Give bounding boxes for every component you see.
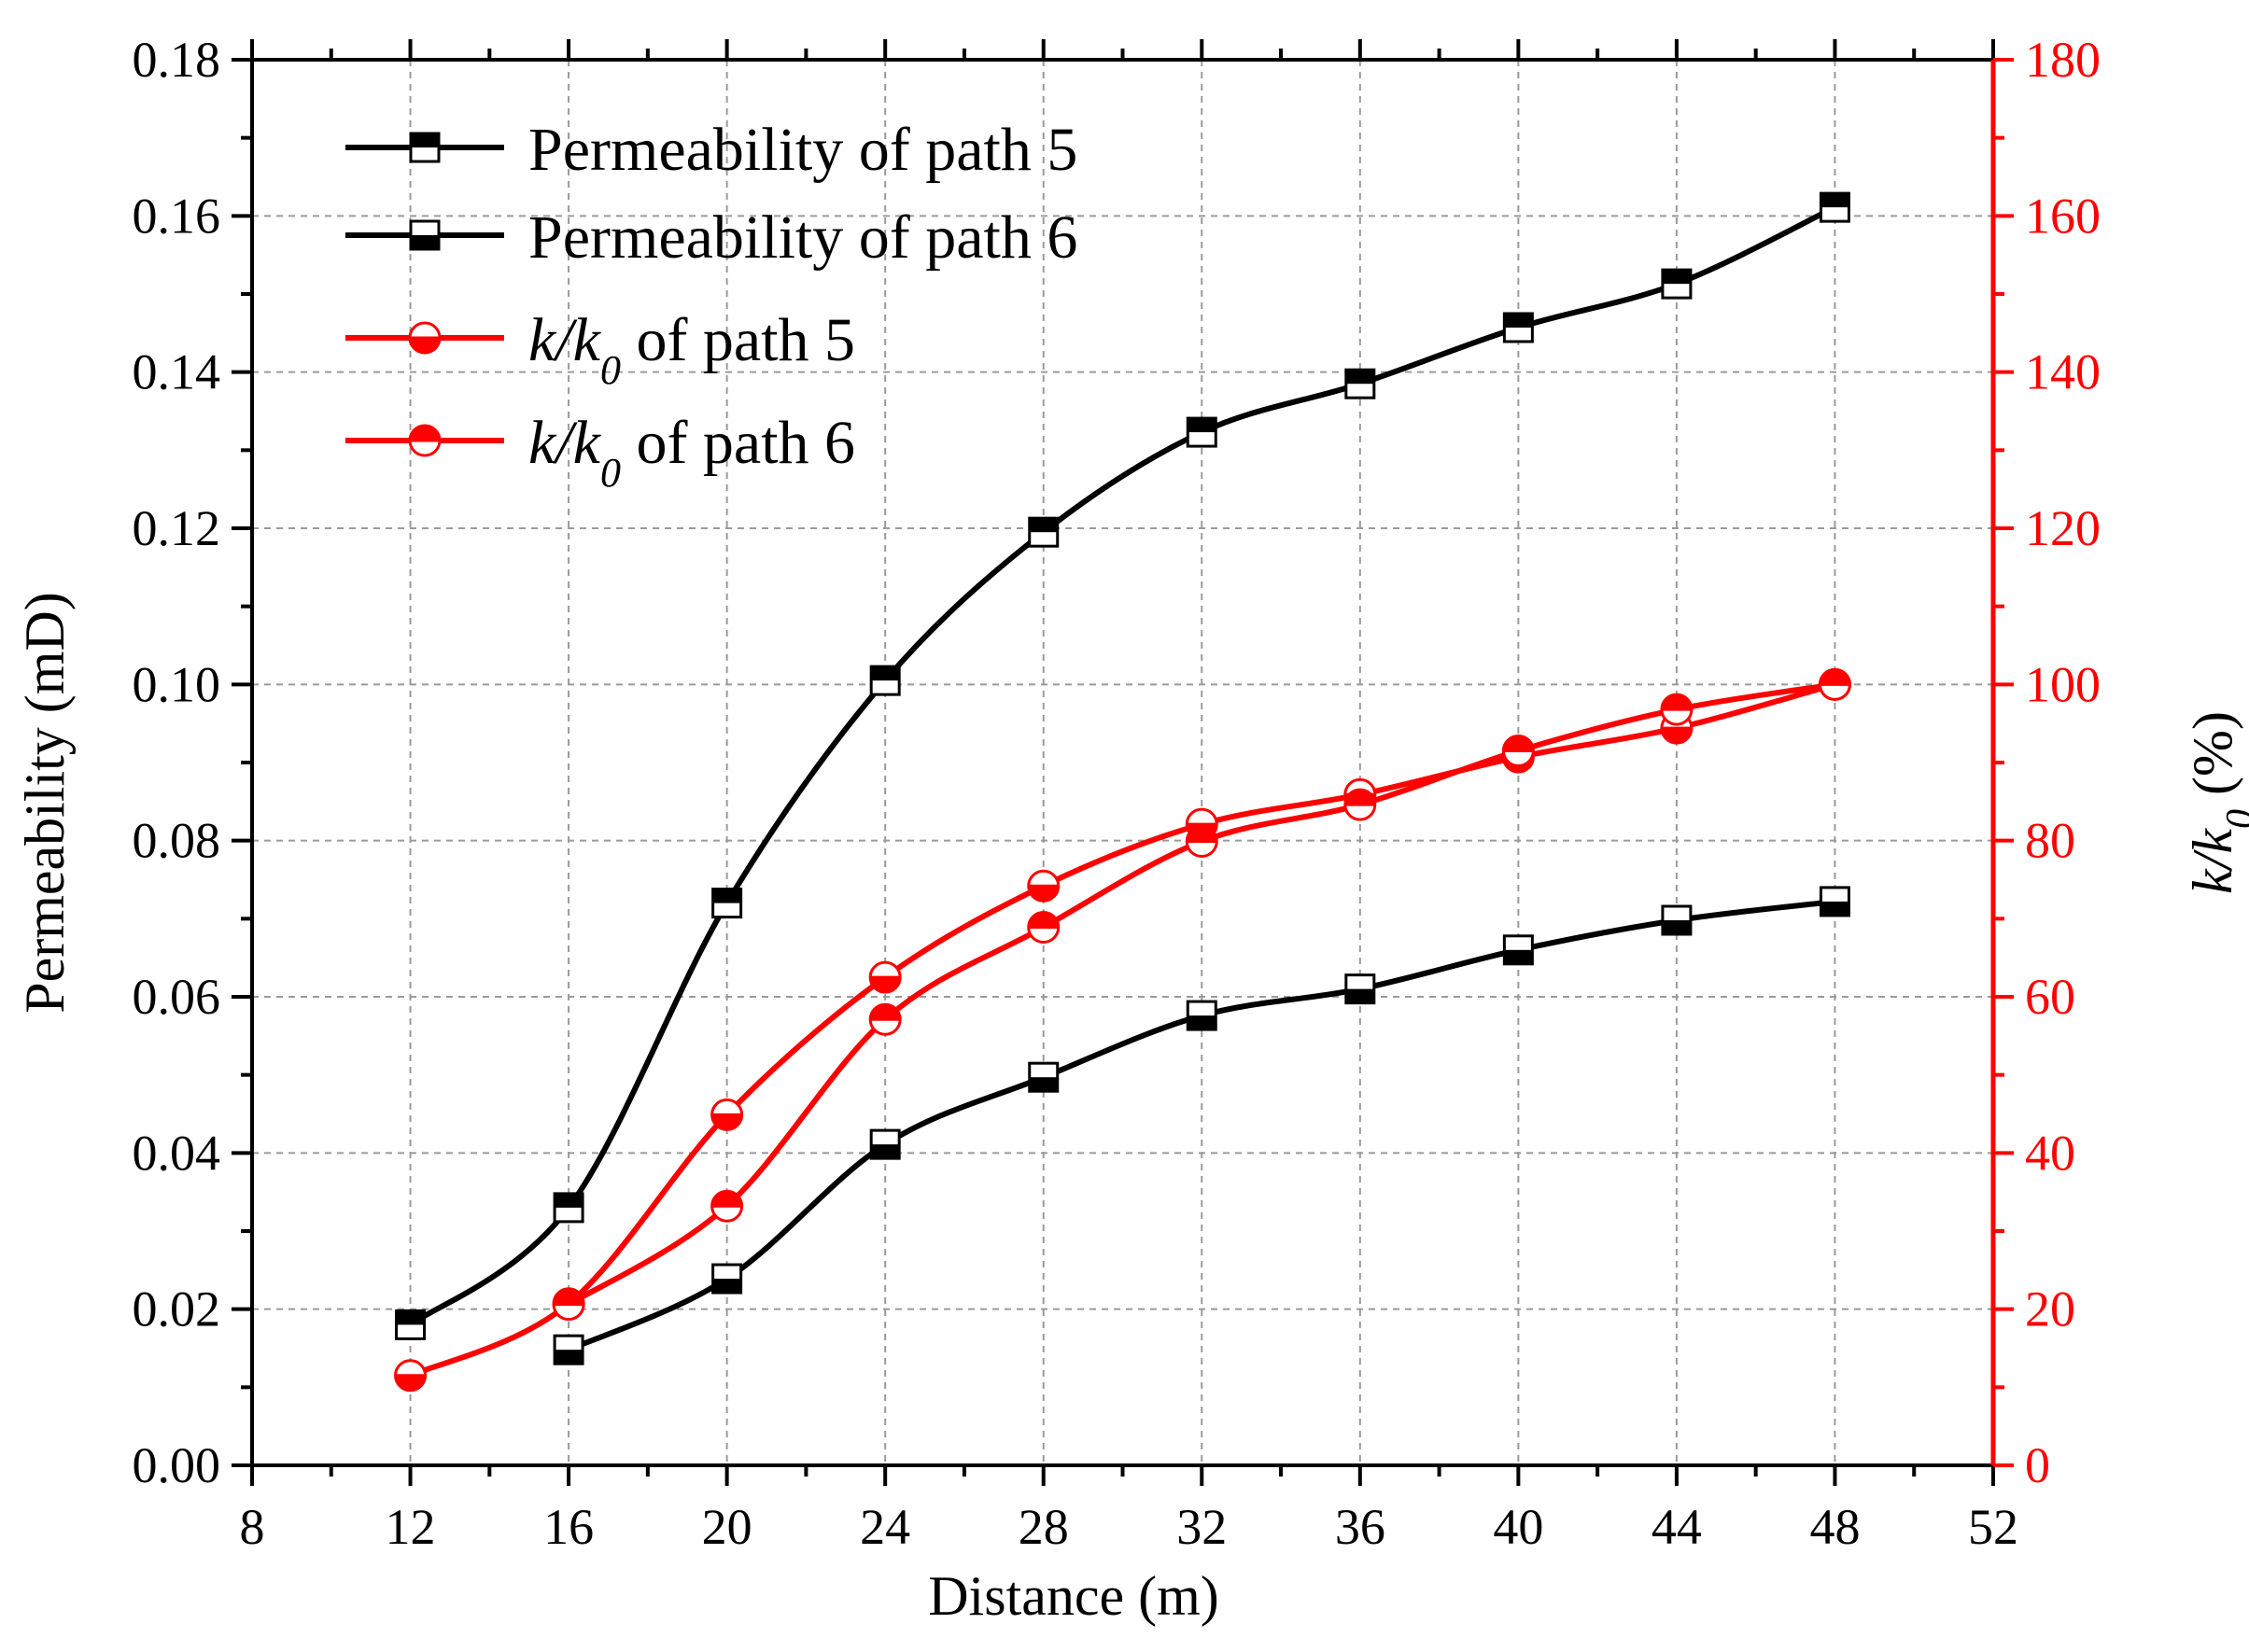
y-right-tick-label: 180 — [2025, 32, 2101, 88]
y-right-tick-label: 80 — [2025, 813, 2075, 869]
data-point-series-3 — [1027, 869, 1061, 903]
data-point-series-2 — [1186, 1000, 1217, 1031]
y-axis-right-title-k: k/k — [2182, 828, 2243, 894]
data-point-series-4 — [1660, 693, 1694, 726]
data-point-series-4 — [552, 1288, 585, 1322]
legend-label-2: Permeability of path 6 — [528, 203, 1077, 272]
y-left-tick-label: 0.18 — [133, 32, 221, 88]
y-left-tick-label: 0.14 — [133, 344, 221, 400]
y-axis-left-title: Permeability (mD) — [14, 592, 76, 1014]
data-point-series-2 — [869, 1128, 901, 1160]
y-axis-right-title: k/k0 (%) — [2182, 711, 2249, 894]
data-point-series-1 — [1819, 191, 1850, 223]
data-point-series-3 — [868, 960, 902, 994]
y-right-tick-label: 120 — [2025, 500, 2101, 556]
data-point-series-2 — [711, 1263, 743, 1295]
y-left-tick-label: 0.16 — [133, 188, 221, 244]
y-left-tick-label: 0.00 — [133, 1437, 221, 1493]
y-left-tick-label: 0.12 — [133, 500, 221, 556]
data-point-series-4 — [710, 1189, 744, 1223]
x-tick-label: 44 — [1652, 1499, 1702, 1555]
legend-marker-2 — [409, 219, 441, 251]
x-axis-title: Distance (m) — [928, 1565, 1219, 1627]
y-left-tick-label: 0.10 — [133, 656, 221, 712]
legend-label-3: k/k0 of path 5 — [528, 306, 855, 393]
y-right-tick-label: 140 — [2025, 344, 2101, 400]
data-point-series-1 — [395, 1309, 427, 1340]
series-line-2 — [567, 898, 1835, 1352]
y-axis-right-title-k0: 0 — [2219, 809, 2249, 829]
legend-label-4: k/k0 of path 6 — [528, 409, 855, 496]
x-tick-label: 32 — [1176, 1499, 1227, 1555]
data-point-series-2 — [1502, 934, 1534, 966]
data-point-series-4 — [1185, 825, 1218, 859]
legend-marker-3 — [408, 321, 442, 355]
legend-marker-1 — [409, 132, 441, 163]
x-tick-label: 36 — [1335, 1499, 1385, 1555]
data-point-series-1 — [1028, 516, 1060, 548]
data-point-series-4 — [1501, 734, 1535, 767]
data-point-series-1 — [1661, 268, 1693, 300]
legend: Permeability of path 5 Permeability of pa… — [345, 116, 1077, 496]
data-point-series-3 — [394, 1359, 428, 1393]
y-right-tick-label: 40 — [2025, 1125, 2075, 1181]
series-line-3 — [409, 681, 1836, 1379]
data-point-series-2 — [1028, 1061, 1060, 1093]
x-tick-label: 16 — [543, 1499, 594, 1555]
x-tick-label: 12 — [386, 1499, 436, 1555]
legend-label-1: Permeability of path 5 — [528, 116, 1077, 184]
legend-marker-4 — [408, 424, 442, 457]
data-point-series-1 — [553, 1192, 584, 1224]
data-point-series-4 — [1343, 788, 1377, 821]
y-right-tick-label: 60 — [2025, 969, 2075, 1025]
data-point-series-2 — [1819, 886, 1850, 917]
data-point-series-1 — [1344, 368, 1376, 399]
grid-lines — [252, 60, 1993, 1465]
series-layer — [394, 191, 1851, 1393]
x-tick-label: 40 — [1493, 1499, 1543, 1555]
y-right-tick-label: 0 — [2025, 1437, 2050, 1493]
x-tick-label: 24 — [860, 1499, 910, 1555]
data-point-series-1 — [1186, 416, 1217, 448]
x-tick-label: 52 — [1968, 1499, 2018, 1555]
data-point-series-1 — [711, 888, 743, 919]
y-axis-right-title-unit: (%) — [2182, 711, 2243, 809]
data-point-series-4 — [868, 1002, 902, 1036]
data-point-series-1 — [869, 665, 901, 696]
y-right-tick-label: 100 — [2025, 656, 2101, 712]
data-point-series-4 — [1027, 911, 1061, 945]
series-line-4 — [567, 681, 1835, 1308]
x-tick-label: 8 — [240, 1499, 265, 1555]
x-tick-label: 48 — [1809, 1499, 1860, 1555]
data-point-series-4 — [1818, 667, 1851, 701]
series-line-1 — [408, 204, 1836, 1327]
y-right-tick-label: 20 — [2025, 1281, 2075, 1337]
x-tick-label: 20 — [702, 1499, 752, 1555]
y-left-tick-label: 0.06 — [133, 969, 221, 1025]
data-point-series-2 — [553, 1334, 584, 1365]
data-point-series-1 — [1502, 312, 1534, 343]
data-point-series-2 — [1344, 973, 1376, 1005]
axes: 8 12 16 20 24 28 32 36 40 44 48 52 0.00 0.02 0.04 0.06 0… — [133, 32, 2101, 1555]
x-tick-label: 28 — [1019, 1499, 1069, 1555]
y-left-tick-label: 0.08 — [133, 813, 221, 869]
y-right-tick-label: 160 — [2025, 188, 2101, 244]
y-left-tick-label: 0.02 — [133, 1281, 221, 1337]
y-left-tick-label: 0.04 — [133, 1125, 221, 1181]
data-point-series-2 — [1661, 904, 1693, 936]
data-point-series-3 — [710, 1098, 744, 1131]
